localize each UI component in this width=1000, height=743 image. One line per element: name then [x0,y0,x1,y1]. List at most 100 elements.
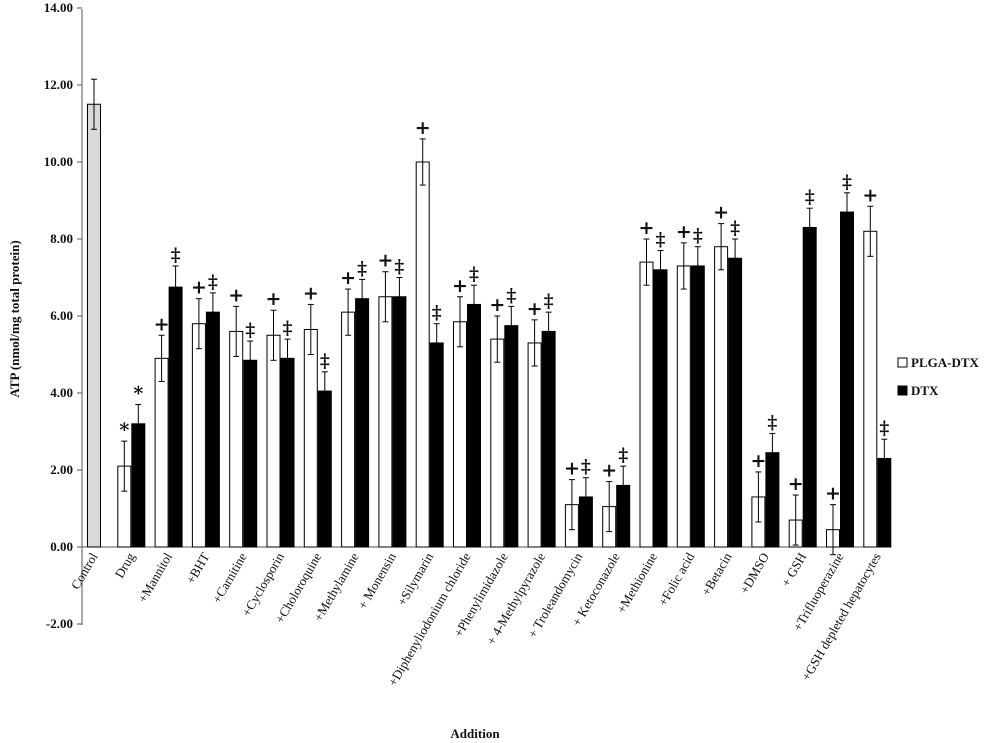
significance-mark-plga-dtx: + [676,221,692,243]
y-tick-label: 0.00 [50,539,73,554]
bar-plga-dtx [154,357,169,548]
category-label: +Mannitol [135,550,176,605]
significance-mark-plga-dtx: + [750,450,766,472]
y-tick-label: 8.00 [50,231,73,246]
significance-mark-dtx: ‡ [805,186,815,208]
significance-mark-dtx: ‡ [879,417,889,439]
significance-mark-plga-dtx: + [191,277,207,299]
significance-mark-dtx: ‡ [283,317,293,339]
significance-mark-plga-dtx: + [154,313,170,335]
bar-plga-dtx [714,246,729,548]
significance-mark-plga-dtx: + [377,250,393,272]
bar-dtx [429,342,444,548]
legend-swatch-dtx [897,385,908,396]
bar-dtx [840,211,854,548]
bar-plga-dtx [453,321,467,548]
bar-plga-dtx [639,261,654,548]
bar-dtx [690,265,705,548]
y-tick-label: 10.00 [44,154,73,169]
category-label: +Betacin [698,550,735,599]
significance-mark-plga-dtx: + [713,202,729,224]
significance-mark-dtx: ‡ [432,302,442,324]
significance-mark-dtx: ‡ [656,229,666,251]
bar-dtx [355,298,370,548]
significance-mark-plga-dtx: + [564,458,580,480]
bar-plga-dtx [490,338,505,548]
significance-mark-dtx: ‡ [245,319,255,341]
significance-mark-plga-dtx: + [452,275,468,297]
significance-mark-dtx: ‡ [618,444,628,466]
bar-plga-dtx [191,323,206,548]
significance-mark-dtx: ‡ [767,411,777,433]
significance-mark-plga-dtx: + [527,298,543,320]
y-tick-label: 2.00 [50,462,73,477]
bar-dtx [467,303,481,548]
significance-mark-dtx: ‡ [506,284,516,306]
significance-mark-plga-dtx: + [266,288,282,310]
bar-dtx [280,357,295,548]
bar-plga-dtx [303,328,318,548]
y-tick-label: -2.00 [46,616,73,631]
significance-mark-dtx: ‡ [320,350,330,372]
bar-dtx [243,359,258,548]
significance-mark-dtx: ‡ [693,225,703,247]
significance-mark-dtx: * [133,383,143,405]
bar-dtx [317,390,332,548]
significance-mark-plga-dtx: + [862,184,878,206]
bar-plga-dtx [676,265,691,548]
significance-mark-dtx: ‡ [394,256,404,278]
category-label: +Folic acid [655,550,698,609]
bar-plga-dtx [378,296,393,548]
category-label: +Silymarin [394,550,437,609]
y-tick-label: 6.00 [50,308,73,323]
significance-mark-plga-dtx: + [788,473,804,495]
significance-mark-dtx: ‡ [730,217,740,239]
bar-plga-dtx [863,230,878,548]
category-label: + Monensin [355,550,400,612]
significance-mark-plga-dtx: + [601,460,617,482]
significance-mark-dtx: ‡ [469,263,479,285]
significance-mark-plga-dtx: * [119,419,129,441]
category-label: +DMSO [737,550,772,596]
significance-mark-dtx: ‡ [842,171,852,193]
significance-mark-dtx: ‡ [208,271,218,293]
significance-mark-dtx: ‡ [581,456,591,478]
significance-mark-plga-dtx: + [489,294,505,316]
bars: **+‡+ ‡+‡+‡+‡+ ‡ + ‡+‡+‡+ ‡+ ‡+ ‡ +‡+‡ + ‡+‡+‡+‡+‡… [87,78,892,556]
legend-label-dtx: DTX [911,383,939,398]
significance-mark-plga-dtx: + [340,267,356,289]
bar-dtx [653,269,668,548]
significance-mark-plga-dtx: + [639,217,655,239]
bar-control [87,103,101,548]
significance-mark-dtx: ‡ [171,244,181,266]
bar-plga-dtx [266,334,281,548]
category-label: +Carnitine [209,550,250,606]
x-axis-title: Addition [450,726,500,741]
bar-dtx [392,296,407,548]
bar-plga-dtx [341,311,356,548]
bar-dtx [168,286,183,548]
category-labels: Control Drug+Mannitol +BHT+Carnitine+Cyclo… [68,550,884,689]
significance-mark-dtx: ‡ [357,257,367,279]
significance-mark-plga-dtx: + [825,483,841,505]
y-tick-label: 4.00 [50,385,73,400]
bar-plga-dtx [415,161,430,548]
legend-label-plga-dtx: PLGA-DTX [911,355,980,370]
bar-dtx [504,325,519,548]
significance-mark-plga-dtx: + [228,284,244,306]
bar-dtx [541,330,556,548]
significance-mark-plga-dtx: + [415,117,431,139]
bar-dtx [205,311,220,548]
significance-mark-dtx: ‡ [544,290,554,312]
legend: PLGA-DTX DTX [897,355,980,398]
bar-plga-dtx [527,342,542,548]
bar-dtx [728,257,743,548]
category-label: + GSH [778,550,809,589]
category-label: Drug [112,550,139,581]
significance-mark-plga-dtx: + [303,282,319,304]
category-label: Control [68,550,101,592]
y-axis-title: ATP (nmol/mg total protein) [7,240,22,397]
bar-dtx [802,226,817,548]
